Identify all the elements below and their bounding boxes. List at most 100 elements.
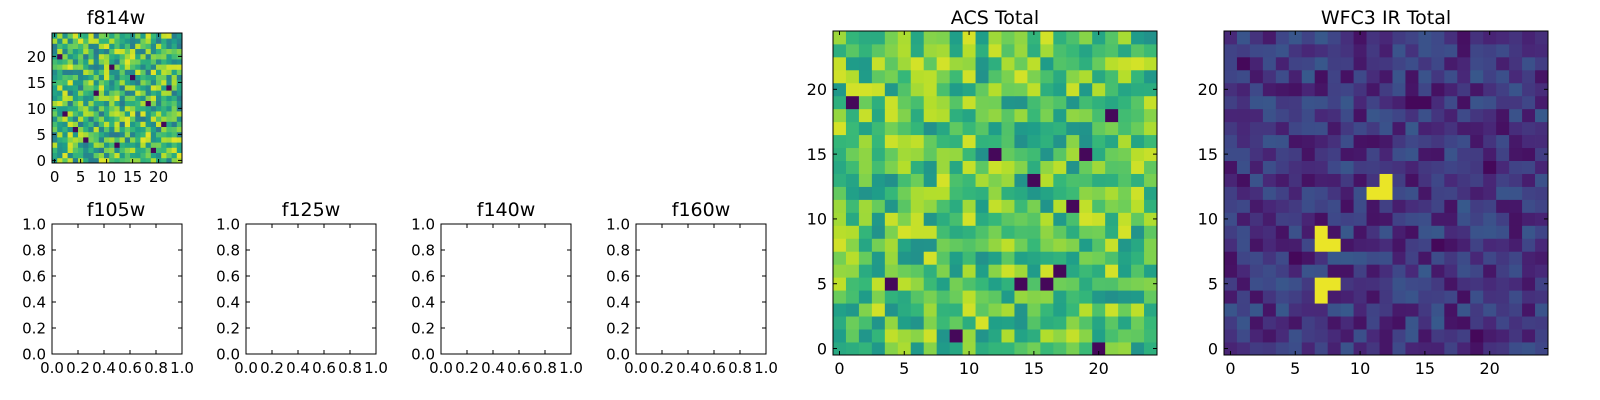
heatmap-cell [83, 69, 89, 75]
heatmap-cell [156, 53, 162, 60]
heatmap-cell [166, 64, 172, 70]
heatmap-cell [1496, 212, 1510, 226]
heatmap-cell [78, 64, 84, 70]
heatmap-cell [897, 173, 912, 187]
heatmap-cell [858, 121, 873, 136]
heatmap-cell [1079, 342, 1093, 356]
heatmap-cell [1288, 199, 1303, 213]
heatmap-cell [176, 126, 183, 133]
heatmap-cell [1483, 251, 1497, 265]
heatmap-cell [161, 48, 167, 55]
heatmap-cell [1340, 160, 1354, 174]
heatmap-cell [1340, 69, 1354, 84]
heatmap-cell [1014, 173, 1028, 187]
heatmap-cell [176, 121, 183, 127]
heatmap-cell [114, 59, 120, 65]
heatmap-cell [1444, 121, 1458, 136]
heatmap-cell [1053, 160, 1067, 174]
heatmap-cell [1079, 199, 1093, 213]
heatmap-cell [858, 316, 873, 330]
heatmap-cell [1079, 316, 1093, 330]
heatmap-cell [1249, 82, 1264, 97]
heatmap-cell [949, 134, 963, 149]
heatmap-cell [72, 85, 79, 91]
heatmap-cell [975, 108, 989, 123]
heatmap-cell [67, 105, 74, 112]
heatmap-cell [150, 90, 157, 96]
heatmap-cell [1457, 108, 1471, 123]
heatmap-cell [1262, 134, 1277, 149]
heatmap-cell [1131, 290, 1145, 304]
heatmap-cell [833, 160, 847, 174]
heatmap-cell [1496, 43, 1510, 58]
heatmap-cell [1053, 199, 1067, 213]
heatmap-cell [1431, 329, 1445, 343]
heatmap-cell [130, 59, 136, 65]
heatmap-cell [1236, 69, 1251, 84]
heatmap-cell [1392, 277, 1406, 291]
heatmap-cell [161, 74, 167, 81]
heatmap-cell [98, 95, 105, 101]
heatmap-cell [1327, 69, 1342, 84]
heatmap-cell [1301, 238, 1316, 252]
heatmap-cell [1224, 43, 1238, 58]
heatmap-cell [1275, 43, 1290, 58]
heatmap-cell [1236, 342, 1251, 356]
heatmap-cell [871, 186, 886, 200]
heatmap-cell [1301, 173, 1316, 187]
heatmap-cell [975, 56, 989, 71]
heatmap-cell [161, 142, 167, 148]
heatmap-cell [145, 116, 152, 122]
heatmap-cell [1105, 342, 1119, 356]
heatmap-cell [1418, 173, 1432, 187]
heatmap-cell [1014, 147, 1028, 161]
heatmap-cell [166, 74, 172, 81]
heatmap-cell [1522, 82, 1536, 97]
heatmap-cell [83, 100, 89, 107]
axis-ticks: 0.0 0.2 0.4 0.6 0.8 1.00.00.20.40.60.81.0 [606, 215, 778, 377]
heatmap-cell [1105, 264, 1119, 278]
heatmap-cell [1118, 160, 1132, 174]
heatmap-cell [923, 173, 938, 187]
heatmap-cell [1444, 303, 1458, 317]
panel-title: f125w [282, 199, 341, 221]
heatmap-cell [124, 152, 131, 159]
heatmap-cell [78, 74, 84, 81]
heatmap-cell [1236, 225, 1251, 239]
heatmap-cell [1131, 316, 1145, 330]
heatmap-cell [1483, 212, 1497, 226]
heatmap-cell [124, 59, 131, 65]
heatmap-cell [93, 69, 100, 75]
heatmap-cell [1040, 69, 1054, 84]
heatmap-cell [897, 121, 912, 136]
heatmap-cell [1327, 173, 1342, 187]
y-tick-label: 15 [807, 145, 827, 164]
heatmap-cell [1053, 238, 1067, 252]
heatmap-cell [1418, 251, 1432, 265]
heatmap-cell [1079, 212, 1093, 226]
heatmap-cell [1144, 303, 1158, 317]
heatmap-cell [936, 303, 951, 317]
heatmap-cell [1144, 147, 1158, 161]
heatmap-cell [858, 342, 873, 356]
heatmap-cell [1340, 95, 1354, 110]
heatmap-cell [161, 147, 167, 153]
heatmap-cell [1301, 290, 1316, 304]
heatmap-cell [1457, 186, 1471, 200]
heatmap-cell [98, 105, 105, 112]
heatmap-cell [1224, 199, 1238, 213]
heatmap-cell [1040, 277, 1054, 291]
heatmap-cell [1040, 238, 1054, 252]
heatmap-cell [1066, 329, 1080, 343]
heatmap-cell [1535, 199, 1549, 213]
heatmap-cell [936, 69, 951, 84]
heatmap-cell [1066, 173, 1080, 187]
heatmap-cell [1444, 160, 1458, 174]
heatmap-cell [104, 74, 110, 81]
heatmap-cell [1535, 43, 1549, 58]
heatmap-cell [1014, 290, 1028, 304]
heatmap-cell [1224, 290, 1238, 304]
heatmap-cell [130, 69, 136, 75]
heatmap-cell [1144, 277, 1158, 291]
heatmap-cell [1027, 212, 1041, 226]
